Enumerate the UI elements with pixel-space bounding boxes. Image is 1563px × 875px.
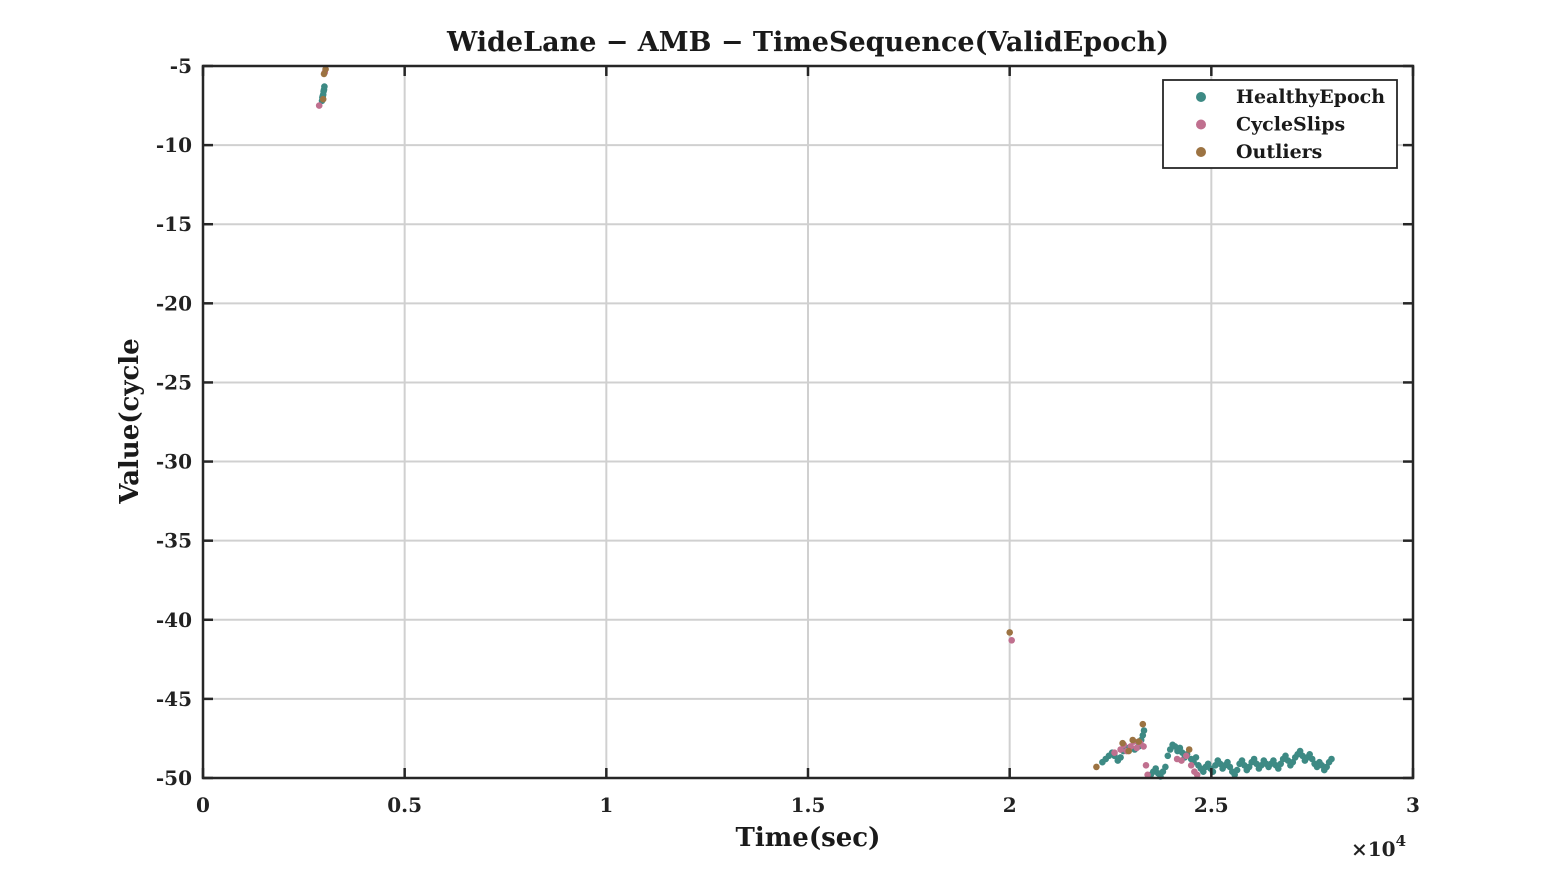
data-point <box>321 83 328 90</box>
axis-ticks: 0 0.5 1 1.5 2 2.5 3 -5 -10 -15 -20 -25 -30 -35 -40 -45 -… <box>156 54 1420 817</box>
data-point <box>1139 720 1147 728</box>
x-axis-exponent-base: ×10 <box>1351 837 1396 861</box>
chart-title: WideLane − AMB − TimeSequence(ValidEpoch… <box>446 27 1169 58</box>
data-point <box>1185 746 1193 753</box>
y-tick-label: -20 <box>156 291 192 315</box>
data-point <box>1233 766 1241 774</box>
data-point <box>1093 763 1100 771</box>
data-point <box>1192 754 1200 761</box>
data-point <box>1162 763 1169 771</box>
y-tick-label: -25 <box>156 370 192 394</box>
data-point <box>1125 747 1132 755</box>
data-point <box>1193 771 1201 779</box>
data-point <box>1164 752 1172 760</box>
data-point <box>1142 762 1150 769</box>
x-tick-label: 1.5 <box>791 793 826 817</box>
data-point <box>1111 749 1118 756</box>
data-point <box>322 65 329 73</box>
x-axis-label: Time(sec) <box>736 823 881 853</box>
y-axis-label: Value(cycle <box>115 338 145 504</box>
legend-label: CycleSlips <box>1236 114 1345 136</box>
data-point <box>1140 727 1148 734</box>
x-axis-exponent: ×104 <box>1351 832 1406 861</box>
grid <box>202 65 1414 779</box>
data-point <box>1144 771 1151 779</box>
data-point <box>1328 755 1335 763</box>
legend-marker <box>1196 119 1206 130</box>
data-point <box>315 102 323 109</box>
y-tick-label: -30 <box>156 450 192 474</box>
x-tick-label: 1 <box>599 793 613 817</box>
data-point <box>1178 757 1185 764</box>
series-healthyepoch <box>318 83 1335 780</box>
legend-label: HealthyEpoch <box>1236 86 1385 108</box>
x-tick-label: 3 <box>1406 793 1420 817</box>
legend-marker <box>1196 92 1206 102</box>
x-axis-exponent-power: 4 <box>1396 832 1406 850</box>
y-tick-label: -50 <box>156 766 192 790</box>
data-series <box>315 65 1335 780</box>
data-point <box>1135 738 1142 745</box>
data-point <box>1140 743 1147 750</box>
y-tick-label: -15 <box>156 212 192 236</box>
data-point <box>1117 754 1124 761</box>
data-point <box>1129 736 1136 744</box>
legend: HealthyEpoch CycleSlips Outliers <box>1162 79 1398 169</box>
data-point <box>1133 744 1140 752</box>
data-point <box>1119 739 1126 747</box>
data-point <box>1006 629 1013 636</box>
y-tick-label: -45 <box>156 687 192 711</box>
data-point <box>1187 762 1195 769</box>
series-cycleslips <box>315 69 1201 779</box>
x-tick-label: 0 <box>196 793 210 817</box>
y-tick-label: -35 <box>156 529 192 553</box>
y-tick-label: -10 <box>156 133 192 157</box>
legend-marker <box>1196 147 1206 157</box>
x-tick-label: 2 <box>1003 793 1017 817</box>
legend-label: Outliers <box>1236 141 1322 163</box>
data-point <box>1008 637 1015 644</box>
y-tick-label: -5 <box>170 54 192 78</box>
x-tick-label: 0.5 <box>387 793 422 817</box>
data-point <box>1117 746 1124 753</box>
x-tick-label: 2.5 <box>1194 793 1229 817</box>
y-tick-label: -40 <box>156 608 192 632</box>
data-point <box>319 95 327 103</box>
data-point <box>1183 752 1190 760</box>
series-outliers <box>319 65 1193 771</box>
